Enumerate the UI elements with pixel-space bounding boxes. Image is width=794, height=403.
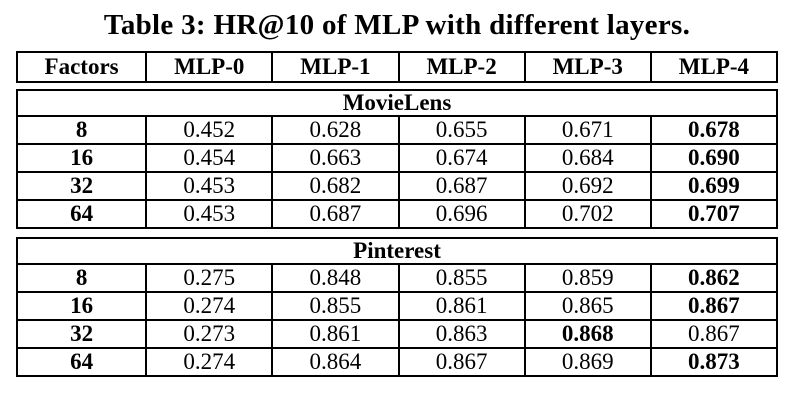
table-row: 16 0.274 0.855 0.861 0.865 0.867 (15, 291, 779, 322)
value-cell-best: 0.868 (523, 319, 652, 350)
table-row: 8 0.275 0.848 0.855 0.859 0.862 (15, 263, 779, 294)
value-cell: 0.663 (271, 142, 400, 173)
value-cell: 0.702 (523, 198, 652, 229)
value-cell: 0.865 (523, 291, 652, 322)
table-row: 32 0.453 0.682 0.687 0.692 0.699 (15, 170, 779, 201)
value-cell: 0.861 (271, 319, 400, 350)
value-cell: 0.687 (271, 198, 400, 229)
value-cell: 0.684 (523, 142, 652, 173)
value-cell: 0.674 (397, 142, 526, 173)
value-cell-best: 0.678 (649, 114, 779, 145)
section-caption-movielens: MovieLens (16, 88, 778, 117)
value-cell: 0.274 (145, 291, 274, 322)
factor-cell: 16 (15, 291, 148, 322)
section-movielens: MovieLens 8 0.452 0.628 0.655 0.671 0.67… (15, 88, 779, 229)
header-table: Factors MLP-0 MLP-1 MLP-2 MLP-3 MLP-4 (15, 50, 779, 83)
table-container: Factors MLP-0 MLP-1 MLP-2 MLP-3 MLP-4 Mo… (15, 50, 779, 378)
value-cell: 0.855 (397, 263, 526, 294)
factor-cell: 8 (15, 114, 148, 145)
value-cell: 0.692 (523, 170, 652, 201)
header-row: Factors MLP-0 MLP-1 MLP-2 MLP-3 MLP-4 (15, 50, 779, 83)
table-row: 16 0.454 0.663 0.674 0.684 0.690 (15, 142, 779, 173)
value-cell: 0.696 (397, 198, 526, 229)
col-header-mlp0: MLP-0 (145, 50, 274, 83)
value-cell-best: 0.699 (649, 170, 779, 201)
value-cell: 0.859 (523, 263, 652, 294)
value-cell-best: 0.690 (649, 142, 779, 173)
col-header-mlp4: MLP-4 (649, 50, 779, 83)
value-cell: 0.454 (145, 142, 274, 173)
table-row: 8 0.452 0.628 0.655 0.671 0.678 (15, 114, 779, 145)
value-cell: 0.452 (145, 114, 274, 145)
value-cell: 0.628 (271, 114, 400, 145)
value-cell: 0.655 (397, 114, 526, 145)
section-caption-pinterest: Pinterest (16, 236, 778, 266)
table-title: Table 3: HR@10 of MLP with different lay… (103, 9, 691, 41)
value-cell: 0.848 (271, 263, 400, 294)
value-cell: 0.855 (271, 291, 400, 322)
value-cell-best: 0.707 (649, 198, 779, 229)
factor-cell: 64 (15, 347, 148, 378)
factor-cell: 32 (15, 319, 148, 350)
value-cell: 0.682 (271, 170, 400, 201)
value-cell: 0.275 (145, 263, 274, 294)
value-cell-best: 0.867 (649, 291, 779, 322)
value-cell: 0.273 (145, 319, 274, 350)
factor-cell: 64 (15, 198, 148, 229)
value-cell-best: 0.873 (649, 347, 779, 378)
factor-cell: 16 (15, 142, 148, 173)
section-pinterest: Pinterest 8 0.275 0.848 0.855 0.859 0.86… (15, 236, 779, 378)
value-cell-best: 0.862 (649, 263, 779, 294)
value-cell: 0.864 (271, 347, 400, 378)
col-header-mlp3: MLP-3 (523, 50, 652, 83)
col-header-mlp2: MLP-2 (397, 50, 526, 83)
value-cell: 0.869 (523, 347, 652, 378)
table-row: 32 0.273 0.861 0.863 0.868 0.867 (15, 319, 779, 350)
value-cell: 0.671 (523, 114, 652, 145)
value-cell: 0.274 (145, 347, 274, 378)
section-caption-row: MovieLens (16, 88, 778, 117)
value-cell: 0.863 (397, 319, 526, 350)
col-header-mlp1: MLP-1 (271, 50, 400, 83)
value-cell: 0.867 (397, 347, 526, 378)
value-cell: 0.867 (649, 319, 779, 350)
section-caption-row: Pinterest (16, 236, 778, 266)
table-row: 64 0.274 0.864 0.867 0.869 0.873 (15, 347, 779, 378)
col-header-factors: Factors (15, 50, 148, 83)
value-cell: 0.687 (397, 170, 526, 201)
table-row: 64 0.453 0.687 0.696 0.702 0.707 (15, 198, 779, 229)
value-cell: 0.861 (397, 291, 526, 322)
factor-cell: 8 (15, 263, 148, 294)
value-cell: 0.453 (145, 170, 274, 201)
factor-cell: 32 (15, 170, 148, 201)
value-cell: 0.453 (145, 198, 274, 229)
